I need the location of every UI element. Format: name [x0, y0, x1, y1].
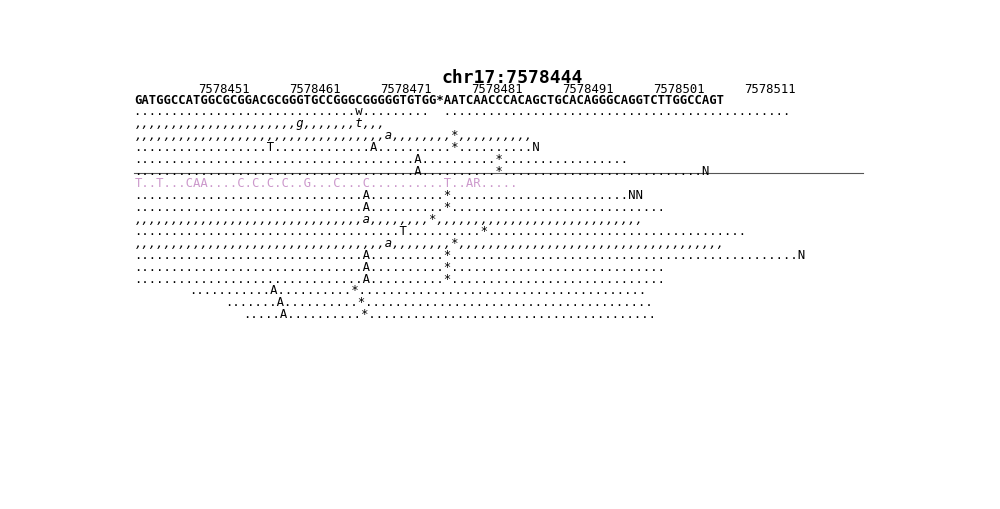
- Text: ...............................A..........*........................NN: ...............................A........…: [134, 189, 643, 202]
- Text: ....................................T..........*................................: ....................................T...…: [134, 224, 746, 237]
- Text: 7578501: 7578501: [653, 82, 705, 96]
- Text: ,,,,,,,,,,,,,,,,,,,,,,,,,,,,,,,,,,a,,,,,,,,*,,,,,,,,,,: ,,,,,,,,,,,,,,,,,,,,,,,,,,,,,,,,,,a,,,,,…: [134, 129, 533, 142]
- Text: 7578481: 7578481: [471, 82, 523, 96]
- Text: ...............................A..........*.............................: ...............................A........…: [134, 201, 665, 214]
- Text: .....A..........*.......................................: .....A..........*.......................…: [244, 308, 657, 321]
- Text: 7578491: 7578491: [562, 82, 614, 96]
- Text: ...............................A..........*.............................: ...............................A........…: [134, 272, 665, 285]
- Text: chr17:7578444: chr17:7578444: [442, 69, 583, 87]
- Text: .......A..........*.......................................: .......A..........*.....................…: [225, 296, 653, 309]
- Text: ...............................A..........*.....................................: ...............................A........…: [134, 248, 805, 261]
- Text: 7578461: 7578461: [289, 82, 341, 96]
- Text: ,,,,,,,,,,,,,,,,,,,,,,,,,,,,,,,a,,,,,,,,*,,,,,,,,,,,,,,,,,,,,,,,,,,,,: ,,,,,,,,,,,,,,,,,,,,,,,,,,,,,,,a,,,,,,,,…: [134, 212, 643, 225]
- Text: 7578511: 7578511: [744, 82, 796, 96]
- Text: GATGGCCATGGCGCGGACGCGGGTGCCGGGCGGGGGTGTGG*AATCAACCCACAGCTGCACAGGGCAGGTCTTGGCCAGT: GATGGCCATGGCGCGGACGCGGGTGCCGGGCGGGGGTGTG…: [134, 93, 724, 106]
- Text: ,,,,,,,,,,,,,,,,,,,,,,g,,,,,,,t,,,: ,,,,,,,,,,,,,,,,,,,,,,g,,,,,,,t,,,: [134, 117, 385, 130]
- Text: 7578471: 7578471: [380, 82, 432, 96]
- Text: ......................................A..........*...........................N: ......................................A.…: [134, 165, 710, 178]
- Text: 7578451: 7578451: [198, 82, 250, 96]
- Text: ...............................A..........*.............................: ...............................A........…: [134, 260, 665, 273]
- Text: ..............................w.........  ......................................: ..............................w.........…: [134, 105, 791, 118]
- Text: ...........A..........*.......................................: ...........A..........*.................…: [189, 284, 646, 297]
- Text: ..................T.............A..........*..........N: ..................T.............A.......…: [134, 141, 540, 154]
- Text: ......................................A..........*.................: ......................................A.…: [134, 153, 628, 166]
- Text: T..T...CAA....C.C.C.C..G...C...C..........T..AR.....: T..T...CAA....C.C.C.C..G...C...C........…: [134, 177, 518, 190]
- Text: ,,,,,,,,,,,,,,,,,,,,,,,,,,,,,,,,,,a,,,,,,,,*,,,,,,,,,,,,,,,,,,,,,,,,,,,,,,,,,,,,: ,,,,,,,,,,,,,,,,,,,,,,,,,,,,,,,,,,a,,,,,…: [134, 236, 724, 249]
